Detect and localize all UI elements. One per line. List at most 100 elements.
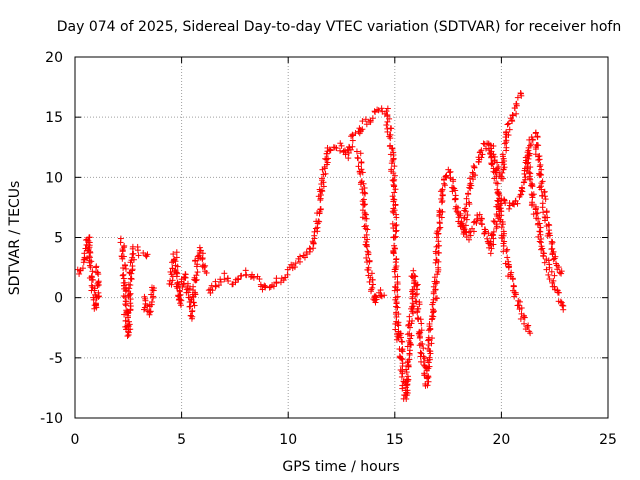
- data-point: [94, 282, 101, 289]
- data-point: [403, 366, 410, 373]
- data-point: [551, 272, 558, 279]
- data-point: [357, 150, 364, 157]
- data-point: [503, 248, 510, 255]
- data-point: [361, 201, 368, 208]
- data-point: [134, 243, 141, 250]
- data-point: [432, 259, 439, 266]
- axes: 0 5 10 15 20 25 -10 -5 0 5 10 15 20: [40, 50, 617, 448]
- data-point: [474, 212, 481, 219]
- data-point: [126, 291, 133, 298]
- data-point: [440, 177, 447, 184]
- data-point: [186, 285, 193, 292]
- data-point: [450, 176, 457, 183]
- data-point: [117, 239, 124, 246]
- data-point: [496, 195, 503, 202]
- data-point: [470, 228, 477, 235]
- data-point: [487, 238, 494, 245]
- data-point: [495, 198, 502, 205]
- data-point: [147, 308, 154, 315]
- data-point: [537, 183, 544, 190]
- data-point: [338, 142, 345, 149]
- data-point: [488, 160, 495, 167]
- data-point: [383, 108, 390, 115]
- data-point: [427, 348, 434, 355]
- data-point: [221, 276, 228, 283]
- data-point: [464, 212, 471, 219]
- data-point: [406, 347, 413, 354]
- data-point: [126, 285, 133, 292]
- data-point: [516, 298, 523, 305]
- data-point: [121, 261, 128, 268]
- data-point: [270, 283, 277, 290]
- data-point: [529, 181, 536, 188]
- data-point: [517, 90, 524, 97]
- data-point: [291, 264, 298, 271]
- data-point: [320, 171, 327, 178]
- data-point: [175, 296, 182, 303]
- data-point: [546, 276, 553, 283]
- data-point: [171, 256, 178, 263]
- data-point: [461, 214, 468, 221]
- data-point: [181, 274, 188, 281]
- data-point: [187, 312, 194, 319]
- data-point: [537, 161, 544, 168]
- data-point: [528, 191, 535, 198]
- data-point: [546, 232, 553, 239]
- data-point: [317, 205, 324, 212]
- data-point: [360, 180, 367, 187]
- data-point: [493, 223, 500, 230]
- data-point: [535, 156, 542, 163]
- data-point: [404, 331, 411, 338]
- data-point: [488, 145, 495, 152]
- data-point: [392, 326, 399, 333]
- data-point: [394, 279, 401, 286]
- data-point: [426, 354, 433, 361]
- data-point: [394, 304, 401, 311]
- data-point: [418, 320, 425, 327]
- data-point: [388, 160, 395, 167]
- data-point: [530, 211, 537, 218]
- data-point: [90, 296, 97, 303]
- data-point: [552, 260, 559, 267]
- data-point: [229, 281, 236, 288]
- data-point: [520, 314, 527, 321]
- data-point: [150, 293, 157, 300]
- data-point: [501, 164, 508, 171]
- data-point: [188, 308, 195, 315]
- data-point: [538, 166, 545, 173]
- data-point: [391, 268, 398, 275]
- data-point: [491, 218, 498, 225]
- chart-title: Day 074 of 2025, Sidereal Day-to-day VTE…: [57, 19, 621, 35]
- data-point: [503, 144, 510, 151]
- data-point: [174, 270, 181, 277]
- data-point: [390, 181, 397, 188]
- data-point: [330, 144, 337, 151]
- data-point: [364, 226, 371, 233]
- data-point: [524, 164, 531, 171]
- data-point: [374, 106, 381, 113]
- data-point: [505, 120, 512, 127]
- data-point: [513, 110, 520, 117]
- data-point: [188, 315, 195, 322]
- data-point: [439, 192, 446, 199]
- data-point: [435, 249, 442, 256]
- data-point: [192, 277, 199, 284]
- data-point: [457, 223, 464, 230]
- data-point: [540, 252, 547, 259]
- data-point: [543, 208, 550, 215]
- data-point: [536, 163, 543, 170]
- data-point: [481, 230, 488, 237]
- data-point: [88, 258, 95, 265]
- data-point: [177, 300, 184, 307]
- data-point: [403, 395, 410, 402]
- y-tick-label: 0: [54, 291, 63, 307]
- data-point: [452, 196, 459, 203]
- data-point: [470, 219, 477, 226]
- data-point: [475, 159, 482, 166]
- data-point: [498, 235, 505, 242]
- data-point: [125, 318, 132, 325]
- data-point: [318, 181, 325, 188]
- data-point: [537, 171, 544, 178]
- data-point: [447, 168, 454, 175]
